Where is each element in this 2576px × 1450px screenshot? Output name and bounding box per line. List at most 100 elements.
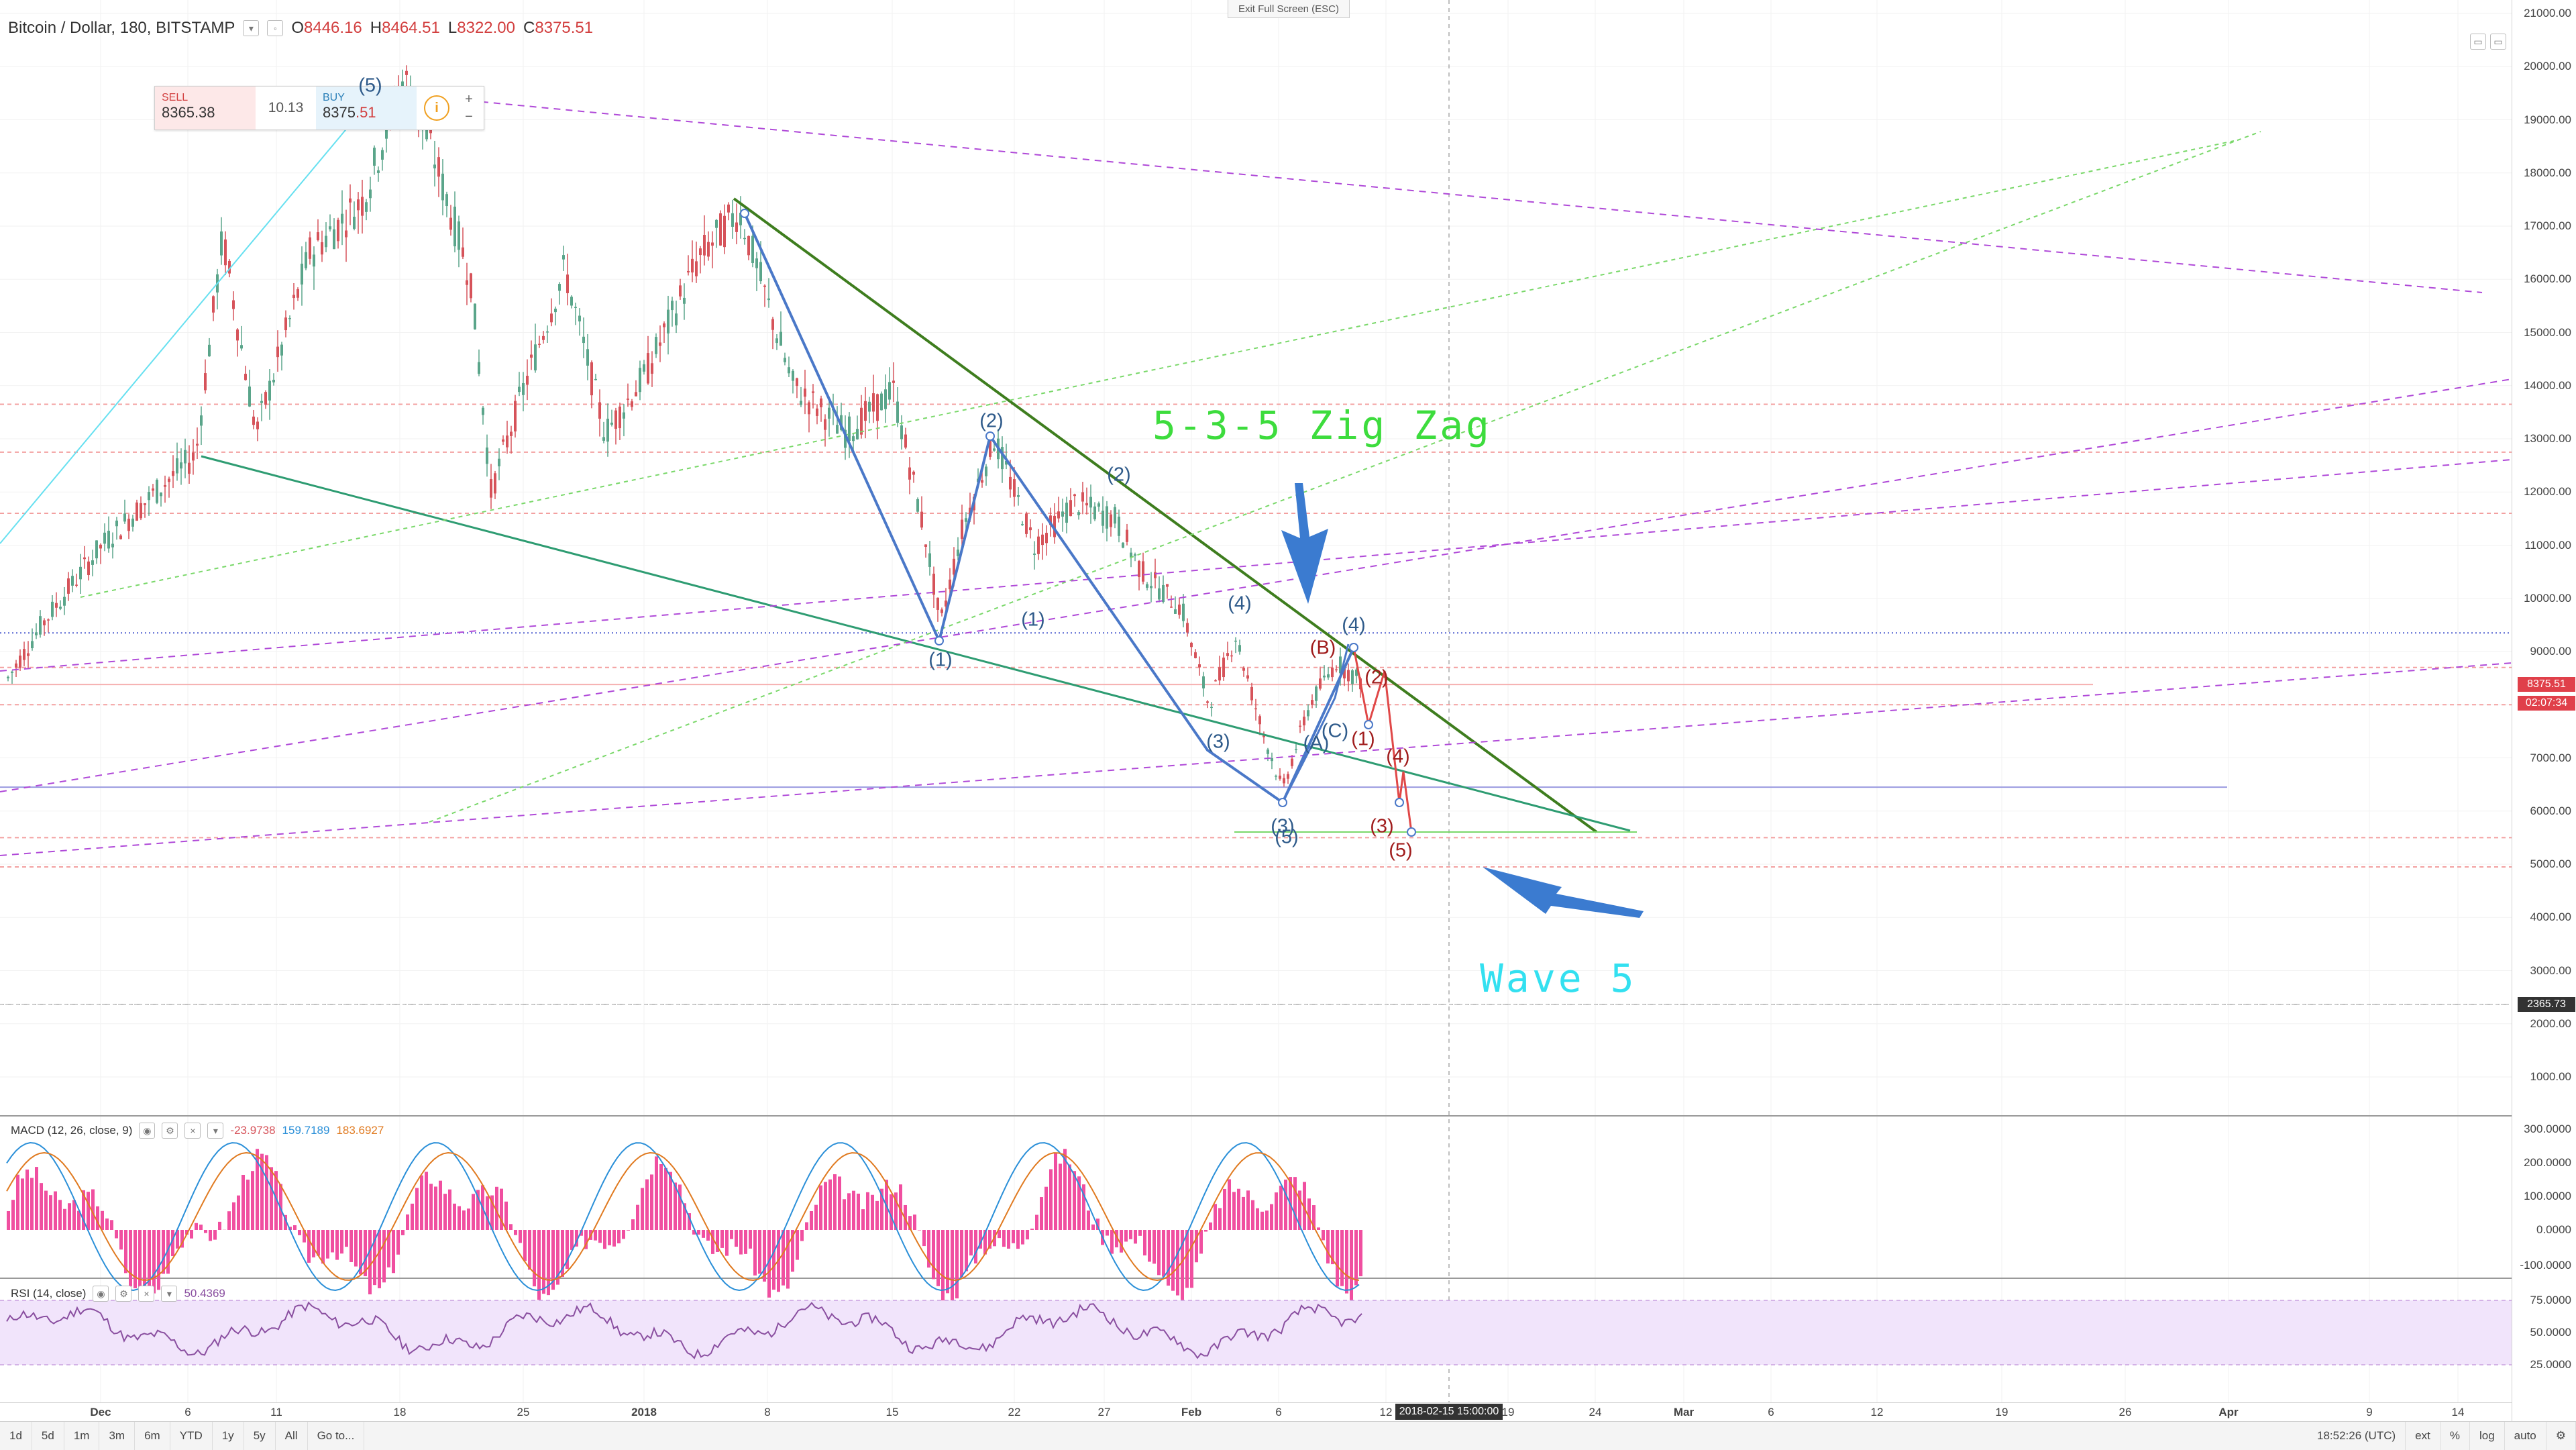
time-tick: Apr <box>2218 1406 2238 1419</box>
candle-body <box>91 560 94 565</box>
wave5-annotation[interactable]: Wave 5 <box>1480 955 1637 1001</box>
candle-body <box>1037 537 1040 554</box>
macd-histogram-bar <box>1242 1197 1245 1230</box>
wave-label[interactable]: (2) <box>1364 667 1388 689</box>
range-1y[interactable]: 1y <box>213 1422 244 1450</box>
macd-histogram-bar <box>838 1176 841 1230</box>
wave-label[interactable]: (1) <box>1021 609 1044 631</box>
eye-icon[interactable]: ◉ <box>93 1286 109 1302</box>
settings-icon[interactable]: ⚙ <box>115 1286 131 1302</box>
more-icon[interactable]: ▾ <box>207 1123 223 1139</box>
candle-body <box>514 401 517 431</box>
chevron-down-icon[interactable]: ▾ <box>243 20 259 36</box>
plus-icon[interactable]: + <box>465 91 473 108</box>
macd-histogram-bar <box>1162 1230 1165 1277</box>
candle-body <box>1174 609 1177 614</box>
wave-label[interactable]: (3) <box>1206 731 1230 754</box>
close-icon[interactable]: × <box>138 1286 154 1302</box>
rsi-title[interactable]: RSI (14, close) <box>11 1287 86 1300</box>
candle-body <box>1089 497 1092 508</box>
gear-icon[interactable]: ⚙ <box>2546 1422 2576 1450</box>
wave-label[interactable]: (3) <box>1370 816 1393 838</box>
wave-label[interactable]: (4) <box>1342 615 1365 637</box>
wave-label[interactable]: (5) <box>1275 827 1298 849</box>
percent-toggle[interactable]: % <box>2440 1422 2470 1450</box>
macd-histogram-bar <box>110 1220 113 1230</box>
candle-body <box>775 338 778 343</box>
candle-body <box>546 331 549 333</box>
buy-price-tail: .51 <box>356 104 376 121</box>
wave-label[interactable]: (1) <box>1351 729 1375 751</box>
price-chart-canvas[interactable] <box>0 0 2512 1402</box>
macd-histogram-bar <box>1012 1230 1015 1243</box>
candle-body <box>900 425 903 439</box>
range-5d[interactable]: 5d <box>32 1422 64 1450</box>
range-3m[interactable]: 3m <box>99 1422 135 1450</box>
candle-body <box>1118 517 1120 536</box>
macd-histogram-bar <box>157 1230 160 1290</box>
range-1d[interactable]: 1d <box>0 1422 32 1450</box>
symbol-label[interactable]: Bitcoin / Dollar, 180, BITSTAMP <box>8 19 235 38</box>
close-icon[interactable]: × <box>184 1123 201 1139</box>
range-1m[interactable]: 1m <box>64 1422 100 1450</box>
wave-label[interactable]: (5) <box>1389 840 1412 862</box>
ext-toggle[interactable]: ext <box>2406 1422 2440 1450</box>
log-toggle[interactable]: log <box>2470 1422 2505 1450</box>
macd-histogram-bar <box>509 1224 513 1230</box>
info-icon[interactable]: i <box>424 95 449 121</box>
price-tick: 11000.00 <box>2524 539 2571 552</box>
range-all[interactable]: All <box>276 1422 308 1450</box>
wave-node <box>1350 643 1358 652</box>
goto-button[interactable]: Go to... <box>308 1422 365 1450</box>
candle-body <box>651 363 653 374</box>
macd-histogram-bar <box>1129 1230 1132 1239</box>
candle-body <box>1110 515 1112 527</box>
macd-histogram-bar <box>814 1205 818 1230</box>
exit-fullscreen-button[interactable]: Exit Full Screen (ESC) <box>1228 0 1350 18</box>
candle-body <box>264 392 267 405</box>
wave-label[interactable]: (4) <box>1228 593 1251 615</box>
settings-icon[interactable]: ⚙ <box>162 1123 178 1139</box>
left-arrow-drawing[interactable] <box>1476 852 1650 926</box>
settings-icon[interactable]: ◦ <box>267 20 283 36</box>
range-6m[interactable]: 6m <box>135 1422 170 1450</box>
macd-histogram-bar <box>1246 1190 1250 1230</box>
restore-icon[interactable]: ▭ <box>2490 34 2506 50</box>
wave-label[interactable]: (5) <box>358 75 382 97</box>
wave-label[interactable]: (4) <box>1386 746 1409 768</box>
sell-button[interactable]: SELL 8365.38 <box>155 87 256 130</box>
macd-histogram-bar <box>612 1230 616 1247</box>
macd-histogram-bar <box>429 1184 433 1230</box>
minus-icon[interactable]: − <box>465 108 473 125</box>
macd-histogram-bar <box>974 1230 977 1263</box>
wave-label[interactable]: (C) <box>1322 721 1348 743</box>
candle-body <box>1186 623 1189 632</box>
candle-body <box>856 429 859 439</box>
macd-histogram-bar <box>462 1210 466 1230</box>
macd-legend: MACD (12, 26, close, 9) ◉ ⚙ × ▾ -23.9738… <box>11 1123 384 1139</box>
macd-title[interactable]: MACD (12, 26, close, 9) <box>11 1124 132 1137</box>
macd-histogram-bar <box>951 1230 954 1303</box>
candle-body <box>325 236 327 248</box>
macd-histogram-bar <box>1275 1192 1278 1230</box>
more-icon[interactable]: ▾ <box>161 1286 177 1302</box>
macd-histogram-bar <box>1256 1208 1259 1230</box>
eye-icon[interactable]: ◉ <box>139 1123 155 1139</box>
auto-toggle[interactable]: auto <box>2505 1422 2546 1450</box>
candle-body <box>55 603 58 608</box>
down-arrow-drawing[interactable] <box>1261 476 1342 611</box>
candle-body <box>381 150 384 160</box>
range-ytd[interactable]: YTD <box>170 1422 213 1450</box>
wave-label[interactable]: (2) <box>1107 464 1130 486</box>
wave-label[interactable]: (2) <box>979 411 1003 433</box>
wave-label[interactable]: (1) <box>928 650 952 672</box>
wave-label[interactable]: (B) <box>1310 637 1336 660</box>
macd-histogram-bar <box>1260 1212 1264 1230</box>
zigzag-annotation[interactable]: 5-3-5 Zig Zag <box>1152 403 1492 448</box>
macd-histogram-bar <box>209 1230 212 1241</box>
utc-clock[interactable]: 18:52:26 (UTC) <box>2308 1422 2406 1450</box>
range-5y[interactable]: 5y <box>244 1422 276 1450</box>
maximize-icon[interactable]: ▭ <box>2470 34 2486 50</box>
